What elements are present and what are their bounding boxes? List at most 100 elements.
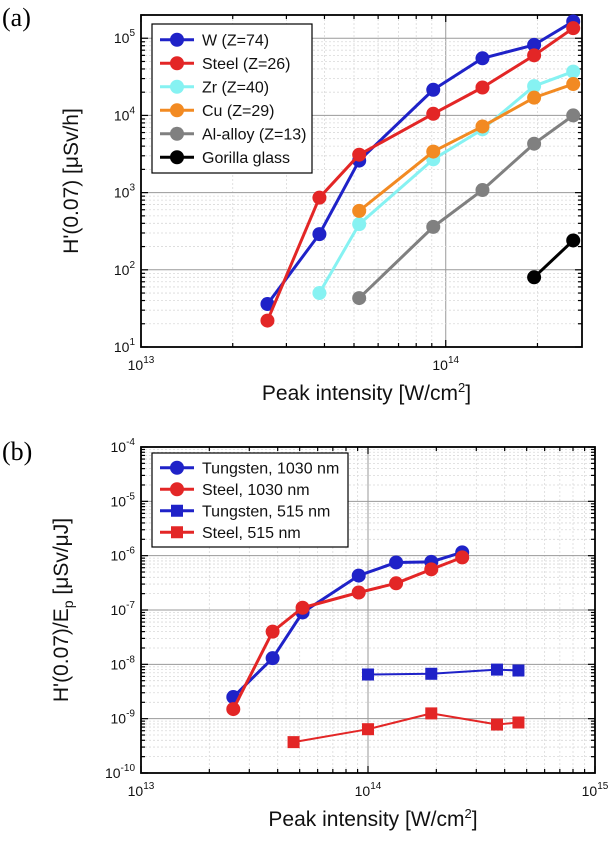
y-tick-label: 10-9 [111, 709, 136, 727]
data-marker [426, 82, 441, 97]
y-tick-label: 10-8 [111, 654, 136, 672]
y-axis-title-sub: p [60, 600, 76, 608]
y-tick-label-base: 10 [114, 262, 130, 278]
data-marker [352, 217, 367, 232]
series-6 [527, 233, 581, 285]
data-marker [425, 707, 438, 720]
data-marker [527, 136, 542, 151]
series-2 [260, 21, 581, 328]
series-line [533, 239, 575, 279]
legend-swatch-marker [170, 56, 184, 71]
y-tick-label-exp: -8 [126, 654, 135, 665]
legend-label: Zr (Z=40) [202, 79, 269, 96]
data-marker [490, 663, 503, 676]
data-marker [265, 624, 280, 639]
panel-label: (a) [2, 3, 31, 32]
y-tick-label-base: 10 [114, 185, 130, 201]
x-tick-label-base: 10 [582, 783, 598, 799]
y-tick-label-base: 10 [111, 493, 127, 509]
data-marker [527, 37, 542, 52]
legend-swatch-marker [170, 460, 184, 475]
y-tick-label-base: 10 [111, 439, 127, 455]
legend-label: Cu (Z=29) [202, 103, 274, 120]
data-marker [426, 144, 441, 159]
series-5 [352, 108, 581, 306]
data-marker [312, 190, 327, 205]
y-tick-label: 10-7 [111, 600, 136, 618]
data-marker [351, 568, 366, 583]
x-tick-label-exp: 14 [370, 781, 382, 792]
x-axis-title-main: Peak intensity [W/cm [268, 808, 464, 831]
series-line [367, 668, 519, 676]
x-tick-label-exp: 13 [143, 355, 155, 366]
y-tick-label-exp: -10 [121, 763, 136, 774]
y-tick-label: 105 [114, 28, 136, 46]
data-marker [512, 716, 525, 729]
x-tick-label: 1014 [355, 781, 382, 799]
data-marker [362, 723, 374, 736]
y-tick-label-exp: -6 [126, 546, 135, 557]
legend-swatch-marker [171, 504, 183, 517]
data-marker [351, 585, 366, 600]
x-tick-label-base: 10 [128, 357, 144, 373]
series-line [318, 70, 574, 294]
legend-swatch-marker [170, 126, 184, 141]
y-tick-label: 104 [114, 105, 136, 123]
data-marker [426, 219, 441, 234]
data-marker [475, 119, 490, 134]
y-tick-label-base: 10 [114, 107, 130, 123]
x-tick-label: 1013 [128, 781, 155, 799]
data-marker [312, 227, 327, 242]
x-tick-label: 1013 [128, 355, 155, 373]
data-marker [352, 203, 367, 218]
y-tick-label-exp: -7 [126, 600, 135, 611]
y-tick-label-exp: 5 [129, 28, 135, 39]
data-marker [295, 600, 310, 615]
data-marker [287, 736, 300, 749]
series-3 [362, 663, 525, 681]
y-tick-label-exp: -4 [126, 437, 135, 448]
legend-label: Steel, 515 nm [202, 525, 301, 542]
y-axis-title: H'(0.07)/Ep [μSv/μJ] [50, 518, 76, 702]
legend-label: Steel (Z=26) [202, 56, 290, 73]
x-tick-label-exp: 15 [597, 781, 609, 792]
x-axis-title-tail: ] [472, 808, 478, 831]
ticks [140, 14, 582, 348]
y-tick-label: 101 [114, 337, 136, 355]
y-axis-title-tail: [μSv/μJ] [50, 518, 73, 601]
y-tick-label: 103 [114, 183, 136, 201]
y-tick-label-base: 10 [111, 711, 127, 727]
y-tick-label-base: 10 [105, 765, 121, 781]
panel-label: (b) [2, 437, 32, 466]
series-line [293, 712, 519, 744]
data-marker [566, 108, 581, 123]
x-tick-label-base: 10 [355, 783, 371, 799]
legend-box [151, 23, 313, 174]
data-marker [425, 667, 438, 680]
data-marker [424, 562, 439, 577]
y-tick-label: 10-10 [105, 763, 135, 781]
y-tick-label-base: 10 [114, 339, 130, 355]
y-tick-label-exp: -9 [126, 709, 135, 720]
data-marker [352, 291, 367, 306]
legend-label: Tungsten, 1030 nm [202, 460, 339, 477]
data-marker [260, 297, 275, 312]
data-marker [389, 576, 404, 591]
legend-swatch-marker [170, 79, 184, 94]
legend: W (Z=74) Steel (Z=26) Zr (Z=40) Cu (Z=29) Al… [151, 23, 313, 174]
x-axis-title: Peak intensity [W/cm2] [268, 806, 477, 831]
y-tick-label-exp: 3 [129, 183, 135, 194]
data-marker [475, 183, 490, 198]
legend-label: Al-alloy (Z=13) [202, 126, 306, 143]
data-marker [352, 147, 367, 162]
data-marker [527, 48, 542, 63]
legend: Tungsten, 1030 nm Steel, 1030 nm Tungsten,… [151, 452, 349, 548]
data-marker [426, 106, 441, 121]
y-axis-title: H'(0.07) [μSv/h] [60, 108, 83, 254]
x-tick-label: 1014 [432, 355, 459, 373]
y-tick-label: 10-6 [111, 546, 136, 564]
data-marker [455, 550, 470, 565]
legend-label: Gorilla glass [202, 150, 290, 167]
